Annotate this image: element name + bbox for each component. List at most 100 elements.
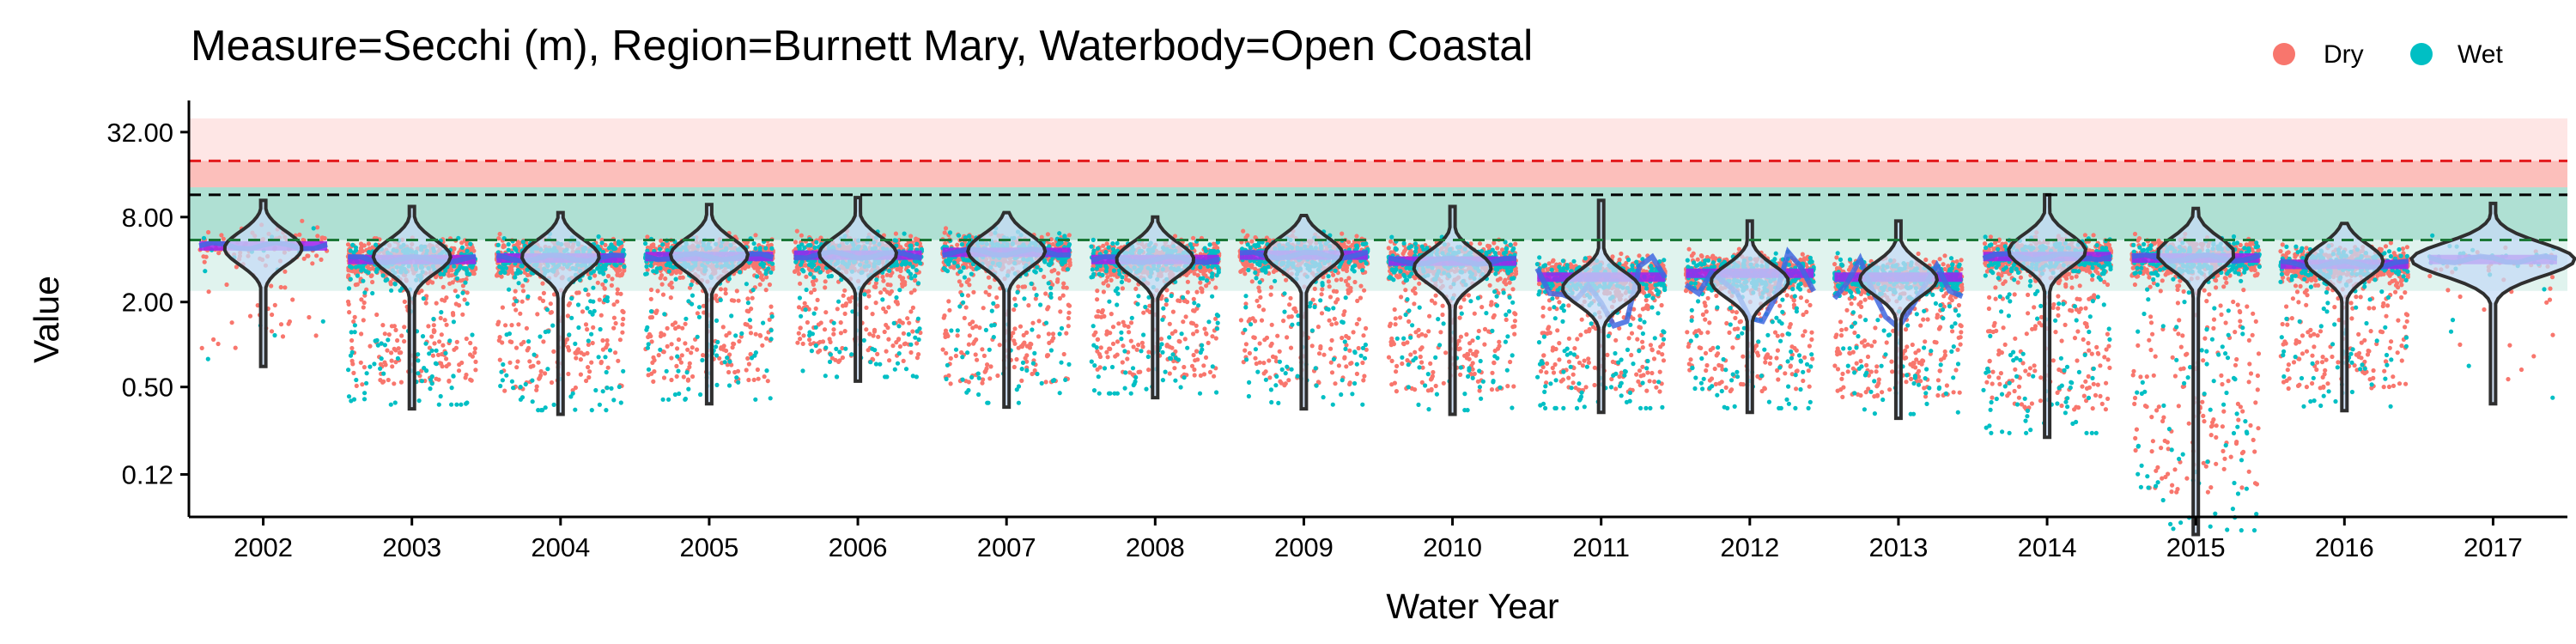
dry-point: [315, 234, 320, 239]
dry-point: [762, 374, 767, 380]
wet-point: [1013, 302, 1018, 308]
wet-point: [449, 386, 454, 391]
dry-point: [513, 345, 519, 350]
wet-point: [349, 398, 354, 404]
dry-point: [944, 350, 949, 355]
wet-point: [698, 392, 703, 398]
dry-point: [605, 365, 611, 370]
dry-point: [656, 353, 661, 358]
dry-point: [1012, 341, 1018, 346]
dry-point: [1066, 315, 1071, 321]
dry-point: [867, 331, 872, 337]
dry-point: [380, 323, 386, 328]
dry-point: [613, 320, 618, 326]
wet-point: [761, 320, 766, 325]
dry-point: [202, 259, 207, 264]
dry-point: [769, 304, 774, 309]
dry-point: [1060, 293, 1066, 298]
wet-point: [734, 375, 739, 380]
dry-point: [872, 329, 878, 334]
wet-point: [908, 271, 914, 276]
dry-point: [842, 311, 848, 316]
dry-point: [841, 293, 846, 298]
dry-point: [701, 353, 706, 358]
wet-point: [874, 277, 879, 283]
dry-point: [695, 347, 700, 352]
dry-point: [358, 246, 363, 251]
dry-point: [798, 325, 803, 331]
wet-point: [1016, 400, 1021, 405]
dry-point: [943, 226, 949, 231]
wet-point: [364, 371, 369, 376]
dry-point: [619, 272, 624, 277]
dry-point: [661, 375, 667, 380]
dry-point: [886, 305, 891, 310]
dry-point: [352, 314, 357, 319]
dry-point: [745, 355, 750, 361]
dry-point: [966, 277, 971, 283]
dry-point: [734, 289, 739, 294]
wet-point: [817, 270, 823, 275]
wet-point: [347, 264, 353, 269]
dry-point: [765, 379, 770, 384]
wet-point: [1019, 367, 1024, 372]
dry-point: [286, 321, 291, 326]
dry-point: [1024, 353, 1030, 358]
dry-point: [658, 276, 663, 281]
dry-point: [578, 372, 584, 377]
legend-dry-marker: [2273, 43, 2295, 65]
dry-point: [888, 273, 893, 278]
wet-point: [603, 278, 608, 283]
wet-point: [513, 299, 519, 304]
dry-point: [507, 360, 513, 365]
wet-point: [451, 374, 456, 379]
dry-point: [234, 264, 239, 270]
wet-point: [422, 366, 427, 371]
dry-point: [360, 382, 365, 387]
dry-point: [878, 290, 884, 295]
dry-point: [1026, 303, 1031, 308]
wet-point: [961, 300, 966, 305]
dry-point: [361, 318, 366, 323]
dry-point: [880, 274, 885, 279]
dry-point: [981, 306, 986, 311]
dry-point: [987, 284, 993, 289]
dry-point: [669, 355, 674, 361]
wet-point: [346, 394, 352, 399]
dry-point: [440, 284, 446, 289]
dry-point: [1047, 340, 1052, 345]
wet-point: [348, 248, 353, 253]
wet-point: [449, 402, 454, 407]
dry-point: [585, 350, 590, 355]
dry-point: [524, 325, 530, 331]
wet-point: [727, 359, 732, 364]
wet-point: [648, 263, 653, 268]
wet-point: [654, 266, 659, 271]
dry-point: [726, 331, 732, 336]
dry-point: [901, 331, 906, 336]
dry-point: [843, 301, 849, 307]
dry-point: [602, 286, 607, 291]
wet-point: [915, 281, 921, 286]
wet-point: [544, 307, 550, 313]
dry-point: [473, 359, 478, 364]
wet-point: [357, 264, 362, 269]
dry-point: [447, 378, 452, 384]
dry-point: [801, 333, 806, 338]
wet-point: [591, 269, 597, 274]
dry-point: [447, 281, 453, 286]
dry-point: [838, 331, 844, 336]
dry-point: [255, 303, 260, 308]
dry-point: [881, 278, 886, 283]
dry-point: [872, 284, 877, 289]
dry-point: [675, 346, 680, 351]
dry-point: [620, 322, 625, 327]
dry-point: [718, 287, 724, 292]
dry-point: [736, 298, 741, 303]
wet-point: [513, 275, 518, 280]
dry-point: [651, 379, 656, 384]
wet-point: [383, 278, 388, 283]
dry-point: [351, 370, 356, 375]
dry-point: [605, 273, 611, 279]
reference-band: [189, 118, 2567, 188]
